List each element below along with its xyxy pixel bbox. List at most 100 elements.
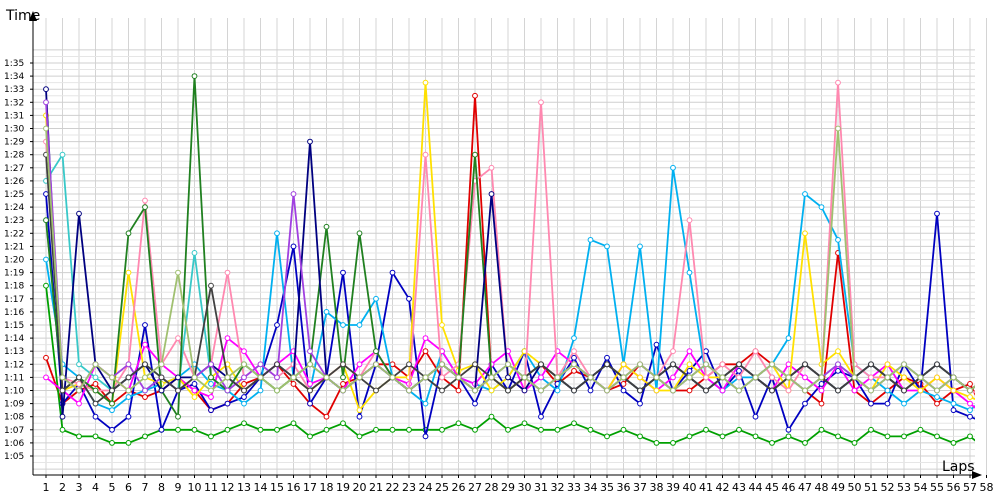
data-point: [538, 426, 544, 433]
data-point: [571, 420, 577, 427]
data-point: [818, 387, 825, 394]
data-point: [224, 374, 231, 381]
data-point: [818, 374, 825, 381]
data-point: [191, 381, 198, 387]
x-tick-label: 12: [221, 481, 235, 494]
chart-series-group: [43, 73, 975, 446]
data-point: [125, 374, 132, 381]
x-tick-label: 8: [158, 481, 165, 494]
data-point: [43, 99, 49, 106]
data-point: [653, 387, 660, 394]
data-point: [901, 361, 907, 368]
data-point: [59, 426, 66, 433]
data-point: [472, 92, 478, 99]
data-point: [637, 243, 643, 250]
data-point: [175, 387, 181, 394]
data-point: [257, 374, 264, 381]
data-point: [92, 381, 99, 387]
data-point: [125, 413, 132, 420]
data-point: [472, 151, 478, 158]
data-point: [241, 400, 247, 407]
data-point: [125, 361, 132, 368]
data-point: [785, 335, 792, 342]
data-point: [455, 387, 462, 394]
data-point: [934, 374, 940, 381]
data-point: [587, 236, 594, 243]
x-tick-label: 53: [897, 481, 911, 494]
data-point: [604, 433, 610, 440]
data-point: [637, 400, 643, 407]
data-point: [109, 387, 115, 394]
data-point: [43, 125, 49, 132]
x-tick-label: 23: [402, 481, 416, 494]
data-point: [686, 348, 693, 355]
x-tick-label: 35: [600, 481, 614, 494]
data-point: [802, 440, 808, 446]
x-tick-label: 17: [303, 481, 317, 494]
data-point: [158, 374, 165, 381]
data-point: [571, 387, 577, 394]
data-point: [604, 361, 610, 368]
data-point: [389, 374, 396, 381]
data-point: [290, 374, 297, 381]
data-point: [43, 86, 49, 93]
data-point: [818, 204, 825, 211]
data-point: [670, 348, 676, 355]
data-point: [604, 354, 610, 361]
data-point: [802, 361, 808, 368]
data-point: [455, 420, 462, 427]
data-point: [241, 348, 247, 355]
data-point: [340, 374, 346, 381]
data-point: [92, 387, 99, 394]
data-point: [571, 367, 577, 374]
data-point: [290, 243, 297, 250]
data-point: [967, 400, 973, 407]
x-tick-label: 13: [237, 481, 251, 494]
y-tick-label: 1:35: [4, 59, 24, 69]
y-tick-label: 1:20: [4, 256, 24, 266]
data-point: [884, 361, 891, 368]
x-tick-label: 41: [699, 481, 713, 494]
data-point: [719, 433, 726, 440]
x-tick-label: 15: [270, 481, 284, 494]
data-point: [620, 426, 627, 433]
data-point: [323, 426, 330, 433]
data-point: [290, 381, 297, 387]
data-point: [967, 413, 973, 420]
data-point: [422, 151, 429, 158]
data-point: [158, 361, 165, 368]
y-tick-label: 1:23: [4, 216, 24, 226]
x-tick-label: 32: [551, 481, 565, 494]
data-point: [373, 295, 379, 302]
data-point: [43, 374, 49, 381]
data-point: [307, 433, 313, 440]
data-point: [686, 387, 693, 394]
data-point: [142, 374, 148, 381]
data-point: [356, 413, 363, 420]
data-point: [703, 374, 709, 381]
data-point: [257, 387, 264, 394]
y-tick-label: 1:27: [4, 164, 24, 174]
data-point: [637, 433, 643, 440]
x-tick-label: 28: [485, 481, 499, 494]
data-point: [884, 433, 891, 440]
data-point: [340, 381, 346, 387]
data-point: [505, 387, 511, 394]
data-point: [109, 440, 115, 446]
data-point: [686, 433, 693, 440]
data-point: [274, 361, 280, 368]
data-point: [422, 400, 429, 407]
data-point: [785, 433, 792, 440]
data-point: [538, 413, 544, 420]
data-point: [307, 138, 313, 145]
data-point: [142, 197, 148, 204]
y-tick-label: 1:25: [4, 190, 24, 200]
data-point: [769, 361, 775, 368]
data-point: [224, 426, 231, 433]
data-point: [538, 387, 544, 394]
data-point: [307, 361, 313, 368]
data-point: [835, 125, 841, 132]
series-line: [45, 285, 975, 444]
x-tick-label: 45: [765, 481, 779, 494]
x-tick-label: 31: [534, 481, 548, 494]
